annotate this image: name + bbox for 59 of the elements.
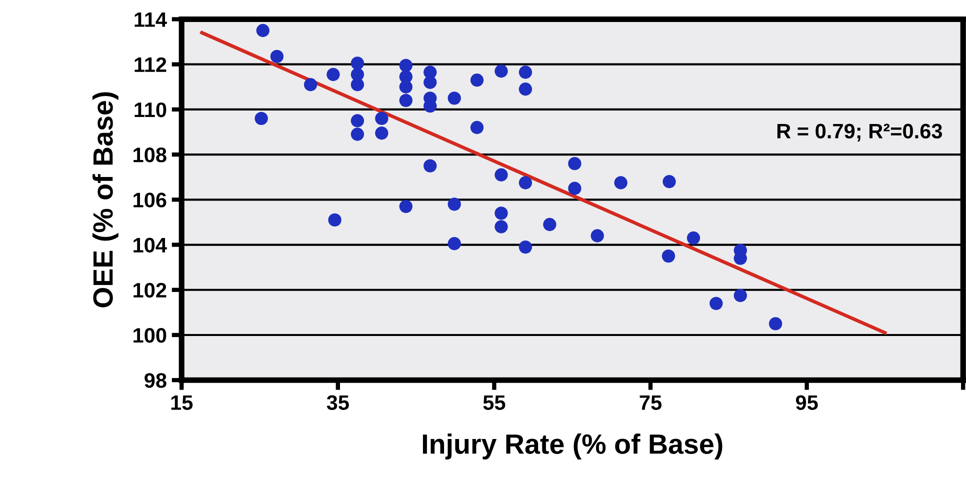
point (494, 64, 508, 78)
point (734, 288, 747, 302)
y-axis-title: OEE (% of Base) (92, 92, 118, 308)
point (710, 296, 723, 310)
point (518, 66, 532, 79)
y-tick-label: 100 (134, 328, 166, 343)
point (350, 114, 364, 128)
point (254, 112, 268, 126)
y-tick-label: 106 (134, 192, 166, 208)
x-axis-title: Injury Rate (% of Base) (422, 434, 722, 460)
x-tick-label: 95 (796, 395, 818, 410)
point (326, 68, 340, 82)
point (350, 56, 364, 70)
point (256, 24, 270, 38)
point (350, 128, 364, 141)
point (328, 213, 342, 227)
point (568, 156, 582, 170)
point (768, 317, 782, 330)
point (448, 92, 461, 105)
annotation: R = 0.79; R²=0.63 (777, 124, 942, 142)
point (375, 126, 388, 140)
x-tick-label: 75 (640, 395, 662, 410)
point (399, 200, 412, 214)
point (470, 74, 484, 87)
y-tick-label: 110 (134, 102, 166, 118)
point (494, 206, 508, 220)
point (470, 120, 484, 134)
point (375, 112, 388, 126)
point (399, 58, 412, 72)
point (518, 82, 532, 96)
point (399, 94, 412, 108)
point (494, 168, 508, 182)
y-tick-label: 112 (134, 57, 166, 72)
y-tick-label: 104 (134, 238, 167, 253)
point (614, 176, 628, 190)
point (494, 220, 508, 234)
y-tick-label: 108 (134, 148, 166, 162)
point (424, 76, 437, 89)
point (590, 229, 604, 242)
point (270, 50, 284, 64)
point (662, 249, 676, 263)
x-tick-label: 55 (483, 395, 506, 410)
point (424, 159, 437, 172)
y-tick-label: 102 (134, 282, 166, 298)
point (543, 218, 556, 232)
point (448, 198, 461, 211)
point (686, 231, 700, 245)
point (518, 176, 532, 190)
point (350, 78, 364, 92)
point (399, 80, 412, 94)
y-tick-label: 114 (134, 12, 167, 27)
x-tick-label: 15 (171, 395, 193, 410)
point (448, 237, 461, 250)
y-tick-label: 98 (144, 373, 166, 388)
point (568, 182, 582, 195)
point (662, 175, 676, 188)
point (304, 78, 318, 92)
point (518, 240, 532, 254)
x-tick-label: 35 (326, 395, 349, 410)
